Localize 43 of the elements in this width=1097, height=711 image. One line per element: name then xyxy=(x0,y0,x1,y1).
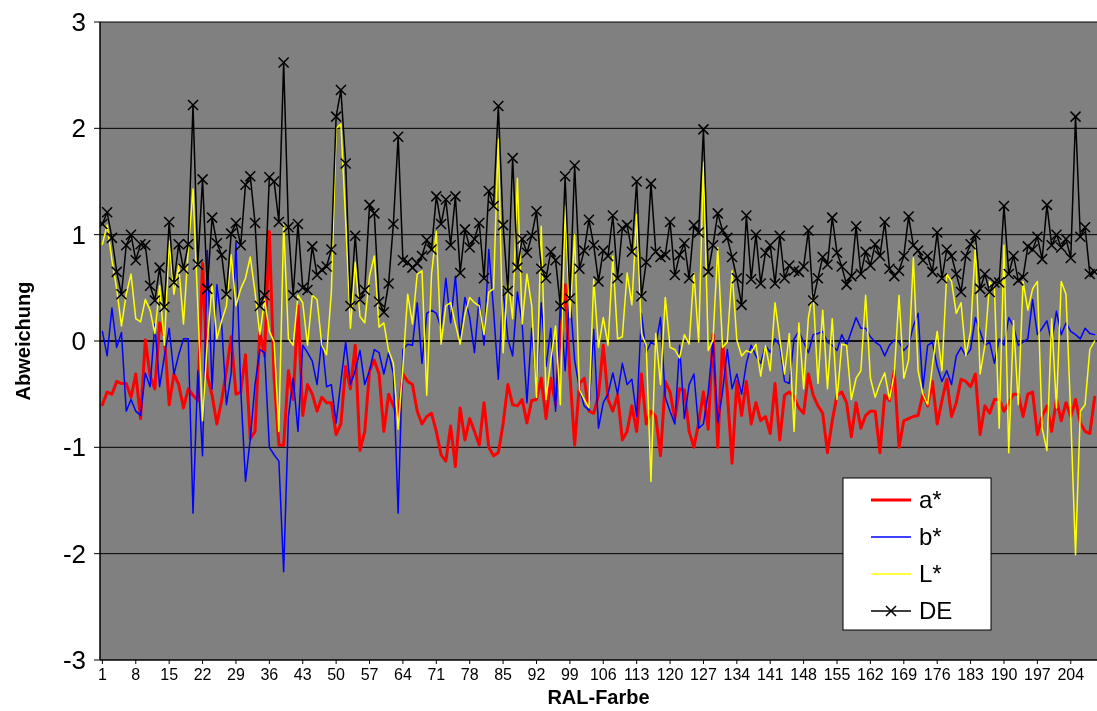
legend-label: DE xyxy=(919,597,953,625)
x-tick-label: 197 xyxy=(1024,665,1051,683)
x-tick-label: 120 xyxy=(656,665,684,683)
x-tick-label: 15 xyxy=(160,665,179,683)
x-tick-label: 113 xyxy=(623,665,650,683)
y-tick-label: -3 xyxy=(62,645,86,676)
x-tick-label: 204 xyxy=(1057,665,1085,683)
x-tick-label: 43 xyxy=(293,665,312,683)
y-tick-label: 1 xyxy=(71,219,86,250)
x-tick-label: 22 xyxy=(193,665,212,683)
x-tick-label: 176 xyxy=(923,665,951,683)
y-tick-label: 2 xyxy=(71,113,86,144)
x-tick-label: 190 xyxy=(990,665,1018,683)
x-tick-label: 127 xyxy=(690,665,717,683)
x-tick-label: 36 xyxy=(260,665,279,683)
x-tick-label: 71 xyxy=(427,665,446,683)
x-tick-label: 148 xyxy=(790,665,818,683)
x-tick-label: 92 xyxy=(527,665,546,683)
y-axis-title: Abweichung xyxy=(12,281,34,401)
x-tick-label: 99 xyxy=(560,665,579,683)
x-tick-label: 106 xyxy=(589,665,617,683)
x-tick-label: 169 xyxy=(890,665,918,683)
x-axis-title: RAL-Farbe xyxy=(547,686,650,708)
x-tick-label: 29 xyxy=(227,665,245,683)
legend-label: b* xyxy=(919,523,942,551)
y-tick-label: -1 xyxy=(62,432,86,463)
x-tick-label: 162 xyxy=(857,665,884,683)
x-tick-label: 183 xyxy=(957,665,985,683)
x-tick-label: 1 xyxy=(97,665,107,683)
x-tick-label: 57 xyxy=(360,665,379,683)
x-tick-label: 155 xyxy=(823,665,851,683)
x-tick-label: 141 xyxy=(756,665,784,683)
y-tick-label: 0 xyxy=(71,326,86,357)
y-tick-label: -2 xyxy=(62,538,86,569)
y-tick-label: 3 xyxy=(71,7,86,38)
x-tick-label: 8 xyxy=(131,665,141,683)
legend-label: L* xyxy=(919,560,942,588)
x-tick-label: 85 xyxy=(494,665,513,683)
x-tick-label: 64 xyxy=(394,665,412,683)
legend-label: a* xyxy=(919,486,942,514)
x-tick-label: 78 xyxy=(460,665,479,683)
x-tick-label: 134 xyxy=(723,665,751,683)
x-tick-label: 50 xyxy=(327,665,346,683)
